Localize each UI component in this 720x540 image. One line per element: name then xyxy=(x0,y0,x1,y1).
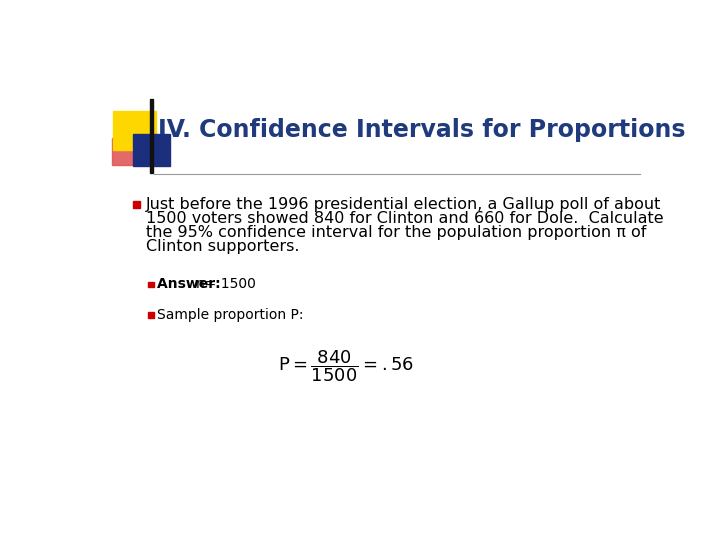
Bar xyxy=(112,138,143,165)
Bar xyxy=(113,111,156,150)
Bar xyxy=(132,201,140,208)
Bar xyxy=(148,312,153,318)
Bar xyxy=(132,134,170,166)
Text: Clinton supporters.: Clinton supporters. xyxy=(145,239,300,254)
Text: Just before the 1996 presidential election, a Gallup poll of about: Just before the 1996 presidential electi… xyxy=(145,198,661,212)
Text: Answer:: Answer: xyxy=(158,277,226,291)
Text: 1500 voters showed 840 for Clinton and 660 for Dole.  Calculate: 1500 voters showed 840 for Clinton and 6… xyxy=(145,211,663,226)
Text: the 95% confidence interval for the population proportion π of: the 95% confidence interval for the popu… xyxy=(145,225,646,240)
Bar xyxy=(148,281,153,287)
Text: n= 1500: n= 1500 xyxy=(196,277,256,291)
Text: IV. Confidence Intervals for Proportions: IV. Confidence Intervals for Proportions xyxy=(158,118,685,142)
Text: $\mathregular{P} = \dfrac{840}{1500} =.56$: $\mathregular{P} = \dfrac{840}{1500} =.5… xyxy=(278,349,414,384)
Bar xyxy=(150,99,153,173)
Text: Sample proportion P:: Sample proportion P: xyxy=(158,308,304,322)
